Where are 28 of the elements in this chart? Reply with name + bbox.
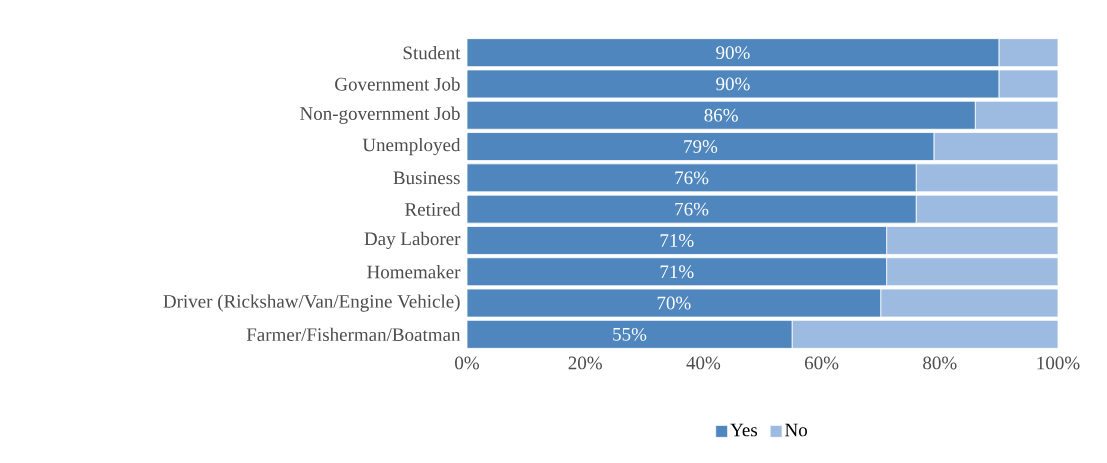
data-label: 86% xyxy=(704,108,738,122)
y-tick-label: Retired xyxy=(405,202,461,216)
data-label: 76% xyxy=(675,202,709,216)
legend-label: Yes xyxy=(730,423,758,437)
x-tick-label: 80% xyxy=(923,356,957,370)
y-tick-label: Non-government Job xyxy=(300,106,460,124)
x-tick-label: 0% xyxy=(455,356,480,370)
y-tick-label: Student xyxy=(403,45,461,60)
data-label: 90% xyxy=(716,46,750,60)
y-tick-label: Business xyxy=(393,171,460,185)
x-tick-label: 20% xyxy=(568,356,602,370)
data-label: 79% xyxy=(684,140,718,153)
y-tick-label: Government Job xyxy=(335,77,460,91)
y-tick-label: Driver (Rickshaw/Van/Engine Vehicle) xyxy=(163,294,460,312)
data-label: 70% xyxy=(657,296,691,310)
data-label: 90% xyxy=(716,77,750,91)
y-tick-label: Homemaker xyxy=(367,265,461,279)
data-label: 76% xyxy=(675,171,709,185)
data-label: 55% xyxy=(613,327,647,341)
x-tick-label: 60% xyxy=(805,356,839,370)
legend-label: No xyxy=(785,423,807,437)
data-label: 71% xyxy=(660,234,694,247)
y-tick-label: Unemployed xyxy=(362,137,461,156)
data-label: 71% xyxy=(660,265,694,279)
x-tick-label: 40% xyxy=(686,356,721,370)
y-tick-label: Day Laborer xyxy=(364,231,461,250)
x-tick-label: 100% xyxy=(1037,356,1080,370)
y-tick-label: Farmer/Fisherman/Boatman xyxy=(246,327,461,342)
